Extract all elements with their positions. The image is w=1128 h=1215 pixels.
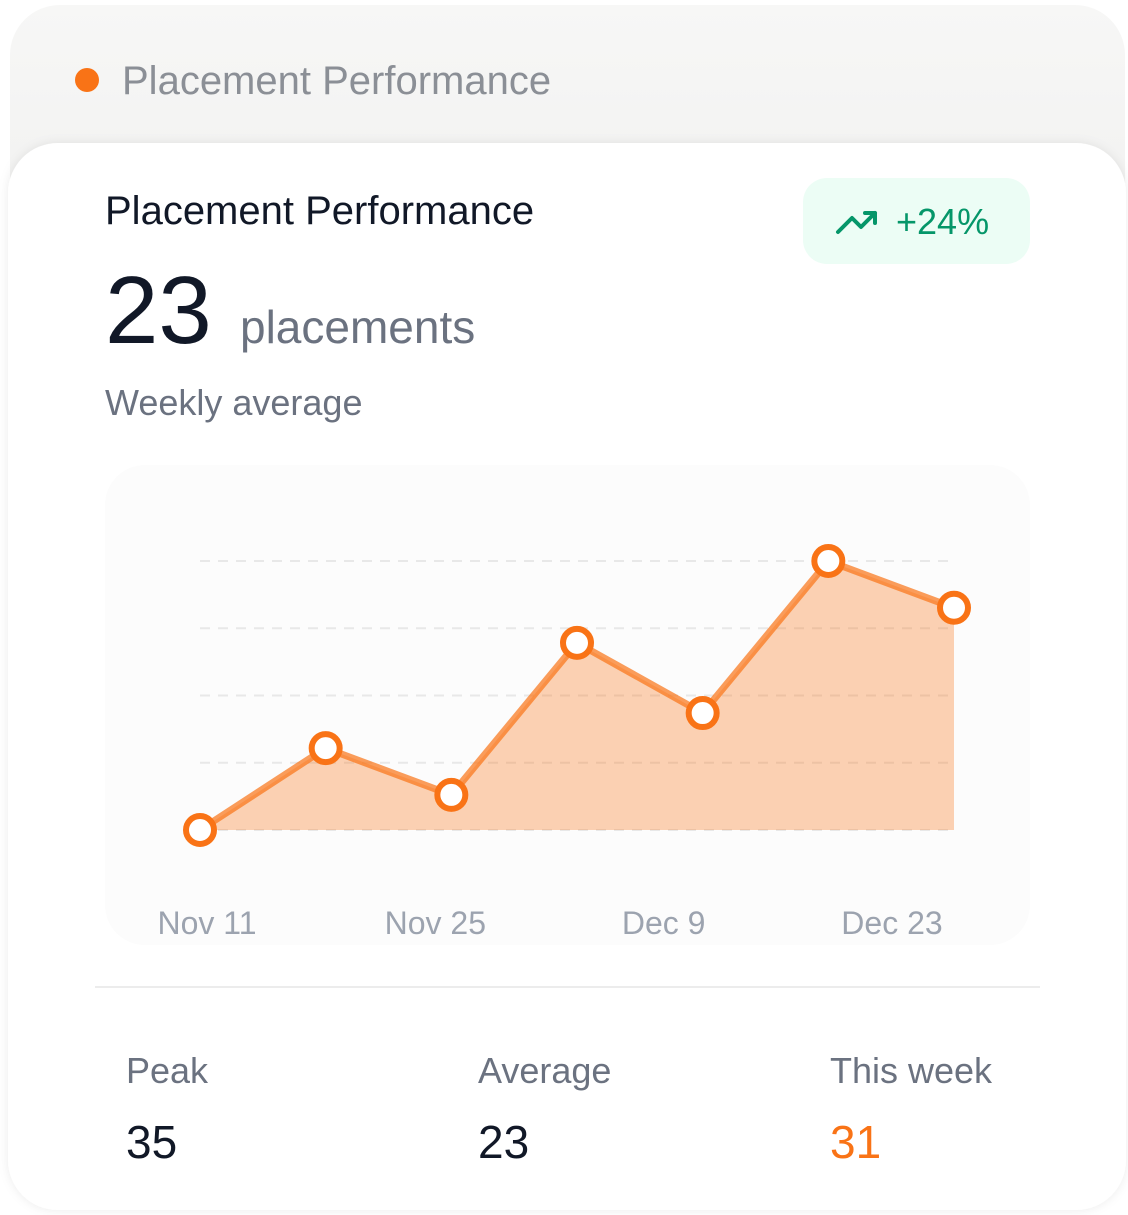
metric-caption: Weekly average xyxy=(105,382,362,423)
point xyxy=(560,625,594,660)
metric-value: 23 xyxy=(105,257,212,364)
trend-icon-head xyxy=(863,211,877,225)
trend-badge xyxy=(803,178,1030,264)
point xyxy=(183,813,217,847)
point xyxy=(937,590,971,625)
stat-value: 31 xyxy=(830,1116,881,1168)
stat-value: 23 xyxy=(478,1116,529,1168)
back-title: Placement Performance xyxy=(122,59,551,103)
area xyxy=(200,561,954,830)
point xyxy=(685,696,720,731)
stat-label: This week xyxy=(830,1050,993,1091)
x-tick-label: Dec 9 xyxy=(622,905,706,941)
point xyxy=(811,544,846,578)
stat-value: 35 xyxy=(126,1116,177,1168)
stat-label: Peak xyxy=(126,1050,209,1091)
point xyxy=(308,731,343,766)
chart-panel xyxy=(105,465,1030,945)
badge-text: +24% xyxy=(896,201,989,242)
status-dot xyxy=(75,68,99,92)
metric-unit: placements xyxy=(240,301,475,353)
chart: Nov 11 Nov 25 Dec 9 Dec 23 xyxy=(157,544,971,941)
stats: Peak 35 Average 23 This week 31 xyxy=(126,1050,993,1168)
x-tick-label: Nov 11 xyxy=(157,905,256,941)
x-tick-label: Nov 25 xyxy=(385,905,486,941)
card-title: Placement Performance xyxy=(105,189,534,233)
point xyxy=(434,777,469,812)
stat-label: Average xyxy=(478,1050,611,1091)
trend-icon xyxy=(836,211,877,234)
x-tick-label: Dec 23 xyxy=(841,905,942,941)
